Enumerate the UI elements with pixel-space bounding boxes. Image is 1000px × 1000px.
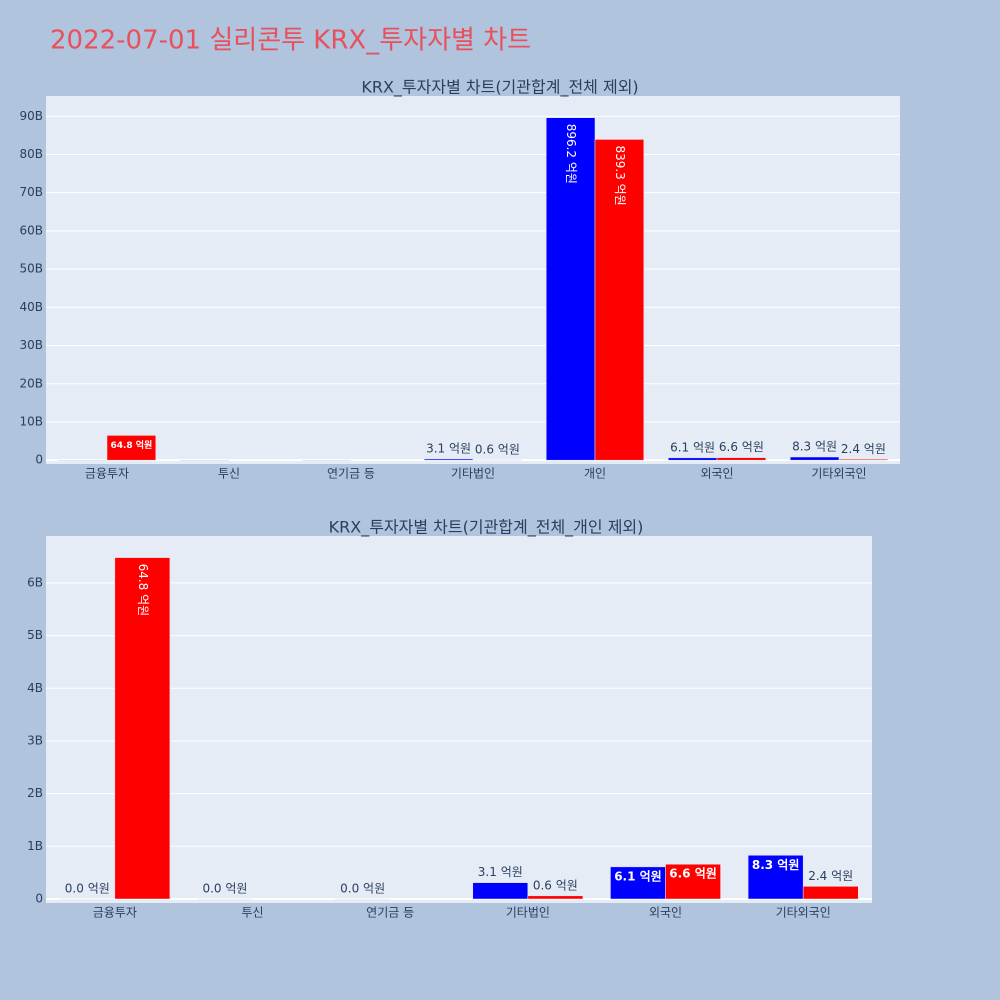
y-tick-label: 40B: [19, 300, 43, 314]
data-label: 0.0 억원: [340, 881, 385, 895]
bar: [472, 882, 529, 900]
data-label: 3.1 억원: [426, 441, 471, 455]
y-tick-label: 6B: [27, 575, 43, 589]
y-tick-label: 0: [35, 891, 43, 905]
data-label: 6.6 억원: [719, 440, 764, 454]
bar: [301, 459, 352, 461]
x-tick-label: 금융투자: [93, 906, 137, 920]
bar: [57, 459, 108, 461]
chart-title: KRX_투자자별 차트(기관합계_전체 제외): [361, 78, 638, 98]
bar: [667, 457, 718, 461]
x-tick-label: 투신: [218, 467, 240, 481]
x-tick-label: 기타법인: [451, 467, 495, 481]
data-label: 6.6 억원: [669, 867, 717, 881]
bar: [59, 898, 116, 900]
plot-area: [46, 96, 900, 464]
y-tick-label: 80B: [19, 147, 43, 161]
bar: [838, 459, 889, 461]
data-label: 6.1 억원: [670, 440, 715, 454]
y-tick-label: 50B: [19, 262, 43, 276]
y-tick-label: 30B: [19, 338, 43, 352]
bar: [747, 855, 804, 900]
data-label: 8.3 억원: [792, 440, 837, 454]
y-tick-label: 3B: [27, 733, 43, 747]
bar: [472, 459, 523, 461]
x-tick-label: 연기금 등: [366, 906, 414, 920]
y-tick-label: 2B: [27, 786, 43, 800]
x-tick-label: 개인: [584, 467, 606, 481]
data-label: 64.8 억원: [110, 439, 152, 451]
y-tick-label: 5B: [27, 628, 43, 642]
bar: [610, 866, 666, 900]
data-label: 896.2 억원: [564, 124, 578, 184]
y-tick-label: 70B: [19, 185, 43, 199]
y-tick-label: 20B: [19, 376, 43, 390]
bar: [802, 886, 859, 900]
bar: [665, 863, 721, 900]
data-label: 2.4 억원: [808, 869, 853, 883]
data-label: 2.4 억원: [841, 442, 886, 456]
bar: [106, 435, 157, 461]
y-tick-label: 0: [35, 453, 43, 467]
bar: [789, 456, 840, 461]
x-tick-label: 연기금 등: [327, 467, 375, 481]
y-tick-label: 4B: [27, 681, 43, 695]
x-tick-label: 금융투자: [85, 467, 129, 481]
bar: [423, 458, 474, 461]
x-tick-label: 외국인: [649, 906, 682, 920]
data-label: 0.6 억원: [475, 442, 520, 456]
data-label: 0.0 억원: [202, 881, 247, 895]
bar: [114, 557, 171, 900]
data-label: 839.3 억원: [613, 145, 627, 205]
y-tick-label: 10B: [19, 414, 43, 428]
bar: [716, 457, 767, 461]
bar: [527, 895, 584, 900]
y-tick-label: 90B: [19, 109, 43, 123]
x-tick-label: 외국인: [700, 467, 733, 481]
chart-title: KRX_투자자별 차트(기관합계_전체_개인 제외): [329, 518, 644, 538]
bar: [197, 898, 253, 900]
plot-area: [46, 536, 872, 903]
x-tick-label: 기타외국인: [811, 467, 866, 481]
data-label: 64.8 억원: [136, 564, 150, 617]
x-tick-label: 기타외국인: [776, 906, 831, 920]
data-label: 3.1 억원: [478, 865, 523, 879]
data-label: 0.6 억원: [533, 878, 578, 892]
x-tick-label: 기타법인: [506, 906, 550, 920]
y-tick-label: 60B: [19, 223, 43, 237]
bar: [594, 139, 645, 461]
x-tick-label: 투신: [241, 906, 263, 920]
data-label: 8.3 억원: [752, 858, 800, 872]
y-tick-label: 1B: [27, 839, 43, 853]
bar: [179, 459, 230, 461]
data-label: 6.1 억원: [614, 869, 662, 883]
bar: [545, 117, 596, 461]
bar: [334, 898, 391, 900]
data-label: 0.0 억원: [65, 881, 110, 895]
page-title: 2022-07-01 실리콘투 KRX_투자자별 차트: [50, 26, 531, 56]
